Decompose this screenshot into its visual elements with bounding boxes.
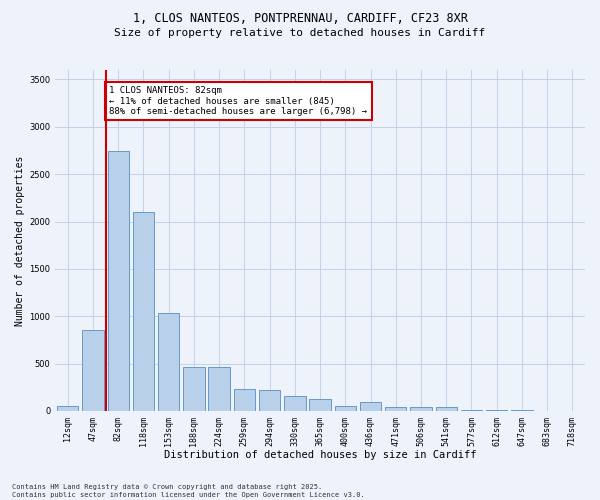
Text: Size of property relative to detached houses in Cardiff: Size of property relative to detached ho… [115, 28, 485, 38]
Bar [259, 390, 280, 411]
Y-axis label: Number of detached properties: Number of detached properties [15, 156, 25, 326]
Bar [461, 410, 482, 411]
Bar [486, 410, 508, 411]
Bar [57, 406, 79, 411]
Bar [208, 368, 230, 411]
Bar [133, 212, 154, 411]
Bar [385, 406, 406, 411]
Text: 1, CLOS NANTEOS, PONTPRENNAU, CARDIFF, CF23 8XR: 1, CLOS NANTEOS, PONTPRENNAU, CARDIFF, C… [133, 12, 467, 26]
Bar [82, 330, 104, 411]
Bar [436, 407, 457, 411]
Bar [410, 407, 432, 411]
Bar [233, 389, 255, 411]
Bar [183, 368, 205, 411]
Bar [335, 406, 356, 411]
Bar [107, 150, 129, 411]
Bar [158, 314, 179, 411]
X-axis label: Distribution of detached houses by size in Cardiff: Distribution of detached houses by size … [164, 450, 476, 460]
Bar [284, 396, 305, 411]
Bar [360, 402, 381, 411]
Bar [310, 398, 331, 411]
Text: 1 CLOS NANTEOS: 82sqm
← 11% of detached houses are smaller (845)
88% of semi-det: 1 CLOS NANTEOS: 82sqm ← 11% of detached … [109, 86, 367, 116]
Text: Contains HM Land Registry data © Crown copyright and database right 2025.
Contai: Contains HM Land Registry data © Crown c… [12, 484, 365, 498]
